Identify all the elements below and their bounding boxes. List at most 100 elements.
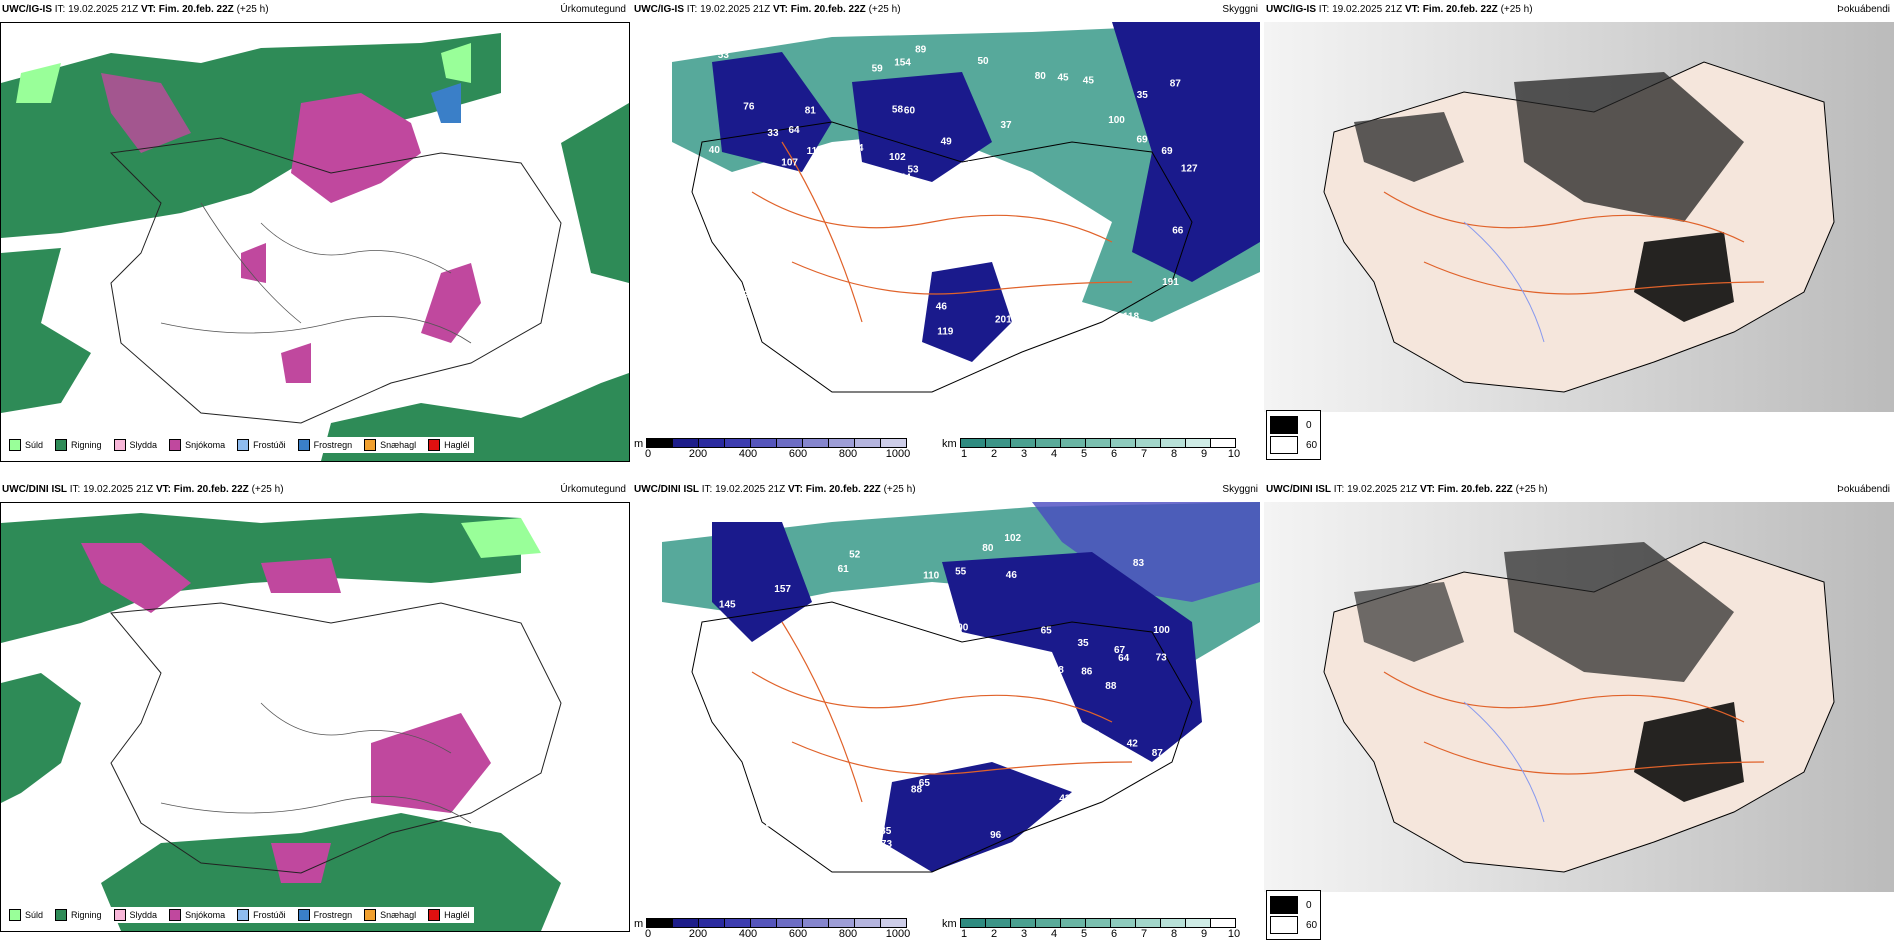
low-ceiling-area — [852, 72, 992, 182]
low-ceiling-area — [942, 552, 1202, 762]
river-line — [1463, 701, 1545, 823]
colorbar-segment — [1160, 438, 1186, 448]
ceiling-value-label: 43 — [823, 666, 835, 677]
legend-label: 60 — [1306, 439, 1318, 451]
ceiling-value-label: 76 — [839, 793, 851, 804]
cloud-vis-map[interactable]: 35 42 35 29 37 40 58 49 292 484 71 61 60 55 62 76 154 127… — [632, 22, 1260, 432]
rain-area — [1, 248, 91, 413]
swatch — [9, 909, 21, 921]
ceiling-value-label: 67 — [1017, 258, 1029, 269]
tick-label: 0 — [644, 448, 652, 460]
cloud-vis-map[interactable]: 44 100 43 100 55 52 67 76 83 91 73 145 88 73 78 157 185 6… — [632, 502, 1260, 892]
tick-label: 1000 — [885, 928, 911, 940]
ceiling-value-label: 47 — [812, 189, 824, 200]
ceiling-value-label: 83 — [730, 707, 742, 718]
ceiling-value-label: 58 — [892, 104, 904, 115]
colorbar-segment — [1135, 438, 1161, 448]
init-time: 19.02.2025 21Z — [1332, 4, 1403, 15]
road-line — [751, 191, 1113, 243]
ceiling-value-label: 33 — [766, 818, 778, 829]
precip-legend: Súld Rigning Slydda Snjókoma Frostúði Fr… — [5, 907, 474, 923]
init-time: 19.02.2025 21Z — [1347, 484, 1418, 495]
it-label: IT: — [54, 4, 66, 15]
tick-label: 400 — [738, 928, 758, 940]
legend-label: Snæhagl — [380, 440, 417, 450]
ceiling-value-label: 87 — [1170, 79, 1182, 90]
ceiling-value-label: 40 — [709, 145, 721, 156]
tick-label: 6 — [1110, 448, 1118, 460]
ceiling-value-label: 89 — [915, 45, 927, 56]
ceiling-value-label: 45 — [1058, 73, 1070, 84]
ceiling-value-label: 127 — [1181, 164, 1198, 175]
fog-map[interactable] — [1264, 22, 1894, 412]
ceiling-value-label: 88 — [1053, 665, 1065, 676]
ceiling-value-label: 69 — [1137, 135, 1149, 146]
swatch — [297, 439, 310, 451]
tick-label: 600 — [788, 928, 808, 940]
fog-map[interactable] — [1264, 502, 1894, 892]
low-ceiling-area — [1112, 22, 1260, 282]
panel-title: Skyggni — [1222, 484, 1258, 495]
tick-label: 5 — [1080, 448, 1088, 460]
tick-label: 1000 — [885, 448, 911, 460]
ceiling-value-label: 41 — [1087, 824, 1099, 835]
ceiling-value-label: 100 — [1108, 115, 1125, 126]
valid-time: Fim. 20.feb. 22Z — [1422, 4, 1498, 15]
drizzle-area — [441, 43, 471, 83]
snow-area — [421, 263, 481, 343]
ceiling-value-label: 35 — [1137, 90, 1149, 101]
fog-dark-area — [1634, 702, 1744, 802]
vt-label: VT: — [140, 4, 156, 15]
ceiling-value-label: 62 — [1042, 243, 1054, 254]
panel-header: UWC/DINI ISL IT: 19.02.2025 21Z VT: Fim.… — [634, 484, 916, 495]
snow-area — [291, 93, 421, 203]
swatch — [1270, 436, 1298, 454]
tick-label: 400 — [738, 448, 758, 460]
ceiling-value-label: 96 — [990, 830, 1002, 841]
swatch — [364, 909, 377, 921]
legend-item-frostudi: Frostúði — [237, 909, 286, 921]
lead-time: (+25 h) — [1515, 484, 1548, 495]
ceiling-value-label: 137 — [1005, 241, 1022, 252]
swatch — [169, 909, 182, 921]
colorbar-ticks: 0 200 400 600 800 1000 — [645, 928, 948, 942]
colorbar-segment — [647, 438, 674, 448]
ceiling-value-label: 157 — [774, 584, 791, 595]
tick-label: 800 — [838, 448, 858, 460]
ceiling-value-label: 53 — [1088, 730, 1100, 741]
fog-dark-area — [1504, 542, 1734, 682]
panel-header: UWC/IG-IS IT: 19.02.2025 21Z VT: Fim. 20… — [2, 4, 269, 15]
colorbar-segment — [1085, 918, 1111, 928]
precip-map[interactable]: Súld Rigning Slydda Snjókoma Frostúði Fr… — [0, 502, 630, 932]
legend-item-haglel: Haglél — [428, 439, 470, 451]
valid-time: Fim. 20.feb. 22Z — [158, 4, 234, 15]
ceiling-value-label: 73 — [881, 839, 893, 850]
legend-label: Snjókoma — [185, 440, 226, 450]
road-line — [260, 702, 452, 754]
model-name: UWC/IG-IS — [634, 4, 684, 15]
colorbar-segment — [725, 438, 752, 448]
ceiling-value-label: 122 — [960, 182, 977, 193]
fog-legend-item: 0 — [1270, 896, 1317, 914]
panel-title: Úrkomutegund — [560, 4, 626, 15]
tick-label: 2 — [990, 448, 998, 460]
lead-time: (+25 h) — [883, 484, 916, 495]
swatch — [113, 439, 126, 451]
colorbar-segment — [1010, 438, 1036, 448]
ceiling-value-label: 36 — [715, 318, 727, 329]
ceiling-value-label: 99 — [889, 304, 901, 315]
ceiling-value-label: 58 — [959, 173, 971, 184]
low-ceiling-area — [712, 52, 832, 172]
legend-item-haglel: Haglél — [428, 909, 470, 921]
swatch — [169, 439, 182, 451]
panel-cloud-vis-r2: UWC/DINI ISL IT: 19.02.2025 21Z VT: Fim.… — [632, 480, 1262, 940]
low-ceiling-area — [712, 522, 812, 642]
vt-label: VT: — [1419, 484, 1435, 495]
colorbar-segment — [673, 918, 700, 928]
precip-map[interactable]: Súld Rigning Slydda Snjókoma Frostúði Fr… — [0, 22, 630, 462]
colorbar-segment — [777, 918, 804, 928]
ceiling-value-label: 107 — [781, 157, 798, 168]
colorbar-segment — [960, 438, 986, 448]
low-ceiling-area — [882, 762, 1072, 872]
ceiling-value-label: 102 — [889, 152, 906, 163]
